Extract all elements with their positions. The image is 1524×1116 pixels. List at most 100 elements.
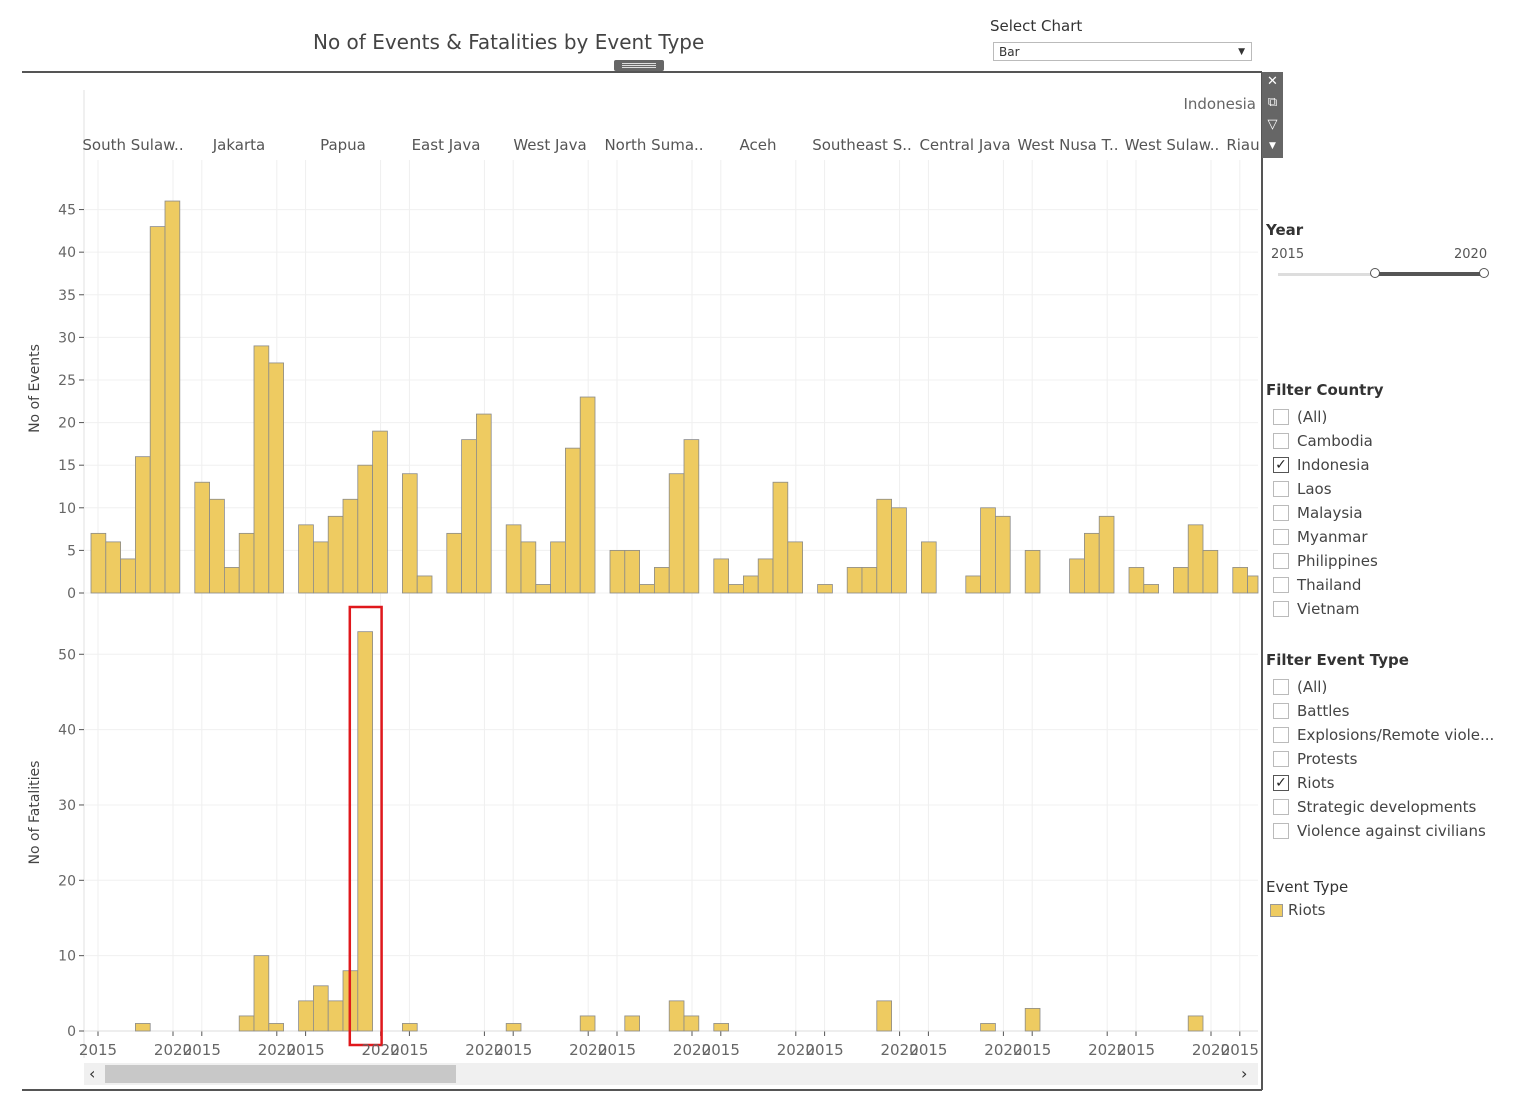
country-option[interactable]: Thailand	[1266, 573, 1384, 597]
country-option-label: Philippines	[1297, 552, 1378, 570]
bar	[401, 1023, 418, 1032]
pop-out-icon[interactable]: ⧉	[1267, 95, 1278, 110]
year-slider-max-handle[interactable]	[1479, 268, 1489, 278]
event-type-option[interactable]: Violence against civilians	[1266, 819, 1494, 843]
bar	[743, 575, 759, 594]
bar	[268, 362, 284, 594]
bar	[372, 430, 388, 594]
checkbox[interactable]	[1273, 529, 1289, 545]
country-option-label: Cambodia	[1297, 432, 1373, 450]
bar	[683, 439, 700, 594]
region-header: Aceh	[740, 136, 777, 154]
country-option[interactable]: ✓ Indonesia	[1266, 453, 1384, 477]
checkbox[interactable]	[1273, 601, 1289, 617]
bar	[772, 481, 789, 594]
event-type-option[interactable]: Strategic developments	[1266, 795, 1494, 819]
bar	[223, 567, 240, 594]
filter-icon[interactable]: ▽	[1267, 117, 1278, 132]
region-header: Central Java	[919, 136, 1010, 154]
bar	[624, 1015, 640, 1032]
country-option-label: Indonesia	[1297, 456, 1370, 474]
country-option[interactable]: Laos	[1266, 477, 1384, 501]
x-tick-label: 2015	[598, 1041, 636, 1059]
bar	[253, 955, 270, 1032]
resize-grip-icon[interactable]	[614, 60, 664, 71]
country-option-label: Malaysia	[1297, 504, 1363, 522]
event-type-option[interactable]: Explosions/Remote viole...	[1266, 723, 1494, 747]
x-tick-label: 2020	[1192, 1041, 1230, 1059]
bar	[1202, 549, 1219, 594]
more-options-icon[interactable]: ▼	[1269, 141, 1276, 151]
filter-event-type-title: Filter Event Type	[1266, 651, 1409, 669]
bar	[891, 507, 907, 594]
bar	[209, 498, 225, 594]
x-tick-label: 2020	[465, 1041, 503, 1059]
checkbox[interactable]	[1273, 481, 1289, 497]
country-option[interactable]: Vietnam	[1266, 597, 1384, 621]
checkbox[interactable]	[1273, 679, 1289, 695]
checkbox[interactable]	[1273, 409, 1289, 425]
checkbox[interactable]	[1273, 577, 1289, 593]
country-option-label: Vietnam	[1297, 600, 1360, 618]
bar	[1232, 567, 1249, 594]
checkbox[interactable]	[1273, 703, 1289, 719]
country-option-label: Thailand	[1297, 576, 1362, 594]
legend-swatch-riots	[1270, 904, 1283, 917]
event-type-option[interactable]: (All)	[1266, 675, 1494, 699]
bar	[624, 549, 640, 594]
country-option[interactable]: (All)	[1266, 405, 1384, 429]
event-type-option[interactable]: Battles	[1266, 699, 1494, 723]
view-toolbar: ✕ ⧉ ▽ ▼	[1262, 72, 1283, 158]
select-chart-label: Select Chart	[990, 17, 1083, 35]
bar	[1143, 584, 1160, 594]
checkbox[interactable]	[1273, 433, 1289, 449]
x-tick-label: 2015	[702, 1041, 740, 1059]
checkbox[interactable]	[1273, 553, 1289, 569]
checkbox[interactable]	[1273, 751, 1289, 767]
scroll-left-icon[interactable]: ‹	[89, 1064, 96, 1083]
country-option[interactable]: Myanmar	[1266, 525, 1384, 549]
close-icon[interactable]: ✕	[1267, 74, 1278, 89]
country-option-label: Myanmar	[1297, 528, 1368, 546]
event-type-option[interactable]: Protests	[1266, 747, 1494, 771]
bar	[461, 439, 477, 594]
bar	[1084, 532, 1100, 594]
x-tick-label: 2015	[1117, 1041, 1155, 1059]
bar	[149, 226, 166, 594]
y-tick-label: 20	[58, 873, 76, 889]
x-tick-label: 2015	[287, 1041, 325, 1059]
event-type-option-label: Battles	[1297, 702, 1350, 720]
bar	[1098, 515, 1115, 594]
y-tick-label: 10	[58, 501, 76, 517]
x-tick-label: 2020	[154, 1041, 192, 1059]
country-option[interactable]: Cambodia	[1266, 429, 1384, 453]
checkbox[interactable]	[1273, 799, 1289, 815]
checkbox[interactable]	[1273, 505, 1289, 521]
y-tick-label: 40	[58, 723, 76, 739]
bar	[268, 1023, 284, 1032]
scrollbar-thumb[interactable]	[105, 1065, 456, 1083]
checkbox[interactable]: ✓	[1273, 457, 1289, 473]
chart-title: No of Events & Fatalities by Event Type	[313, 30, 705, 54]
event-type-option[interactable]: ✓ Riots	[1266, 771, 1494, 795]
checkbox[interactable]	[1273, 823, 1289, 839]
bar	[1173, 567, 1189, 594]
checkbox[interactable]: ✓	[1273, 775, 1289, 791]
country-option[interactable]: Malaysia	[1266, 501, 1384, 525]
bar	[713, 558, 729, 594]
bar	[861, 567, 878, 594]
year-slider-min-handle[interactable]	[1370, 268, 1380, 278]
country-option[interactable]: Philippines	[1266, 549, 1384, 573]
x-tick-label: 2015	[909, 1041, 947, 1059]
bar	[921, 541, 937, 594]
x-tick-label: 2015	[494, 1041, 532, 1059]
select-chart-dropdown[interactable]: Bar ▼	[993, 42, 1252, 61]
bar	[357, 464, 373, 594]
bar	[475, 413, 492, 594]
x-tick-label: 2015	[806, 1041, 844, 1059]
event-type-option-label: Protests	[1297, 750, 1358, 768]
y-axis-label: No of Fatalities	[27, 761, 43, 865]
scroll-right-icon[interactable]: ›	[1241, 1064, 1248, 1083]
dashboard-right-border	[1261, 72, 1263, 1090]
checkbox[interactable]	[1273, 727, 1289, 743]
